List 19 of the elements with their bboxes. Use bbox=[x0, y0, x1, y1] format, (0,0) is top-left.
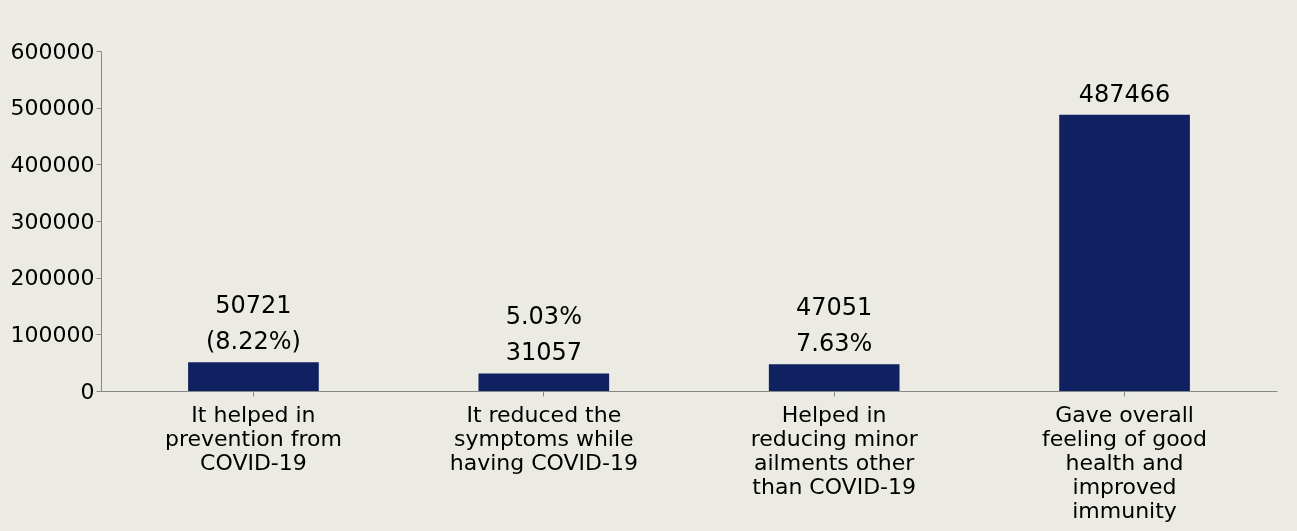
y-tick-label: 600000 bbox=[10, 38, 95, 64]
bar bbox=[478, 373, 610, 391]
y-tick-label: 100000 bbox=[10, 321, 95, 347]
y-tick-label: 0 bbox=[80, 378, 95, 404]
data-label: 487466 bbox=[1078, 79, 1171, 108]
x-tick-label: Helped in reducing minor ailments other than COVID-19 bbox=[750, 401, 919, 499]
y-tick-label: 500000 bbox=[10, 95, 95, 121]
bar bbox=[188, 362, 319, 391]
data-label: 50721 (8.22%) bbox=[205, 291, 301, 356]
data-label: 5.03% 31057 bbox=[505, 302, 582, 367]
y-tick-label: 200000 bbox=[10, 265, 95, 291]
y-tick-label: 400000 bbox=[10, 151, 95, 177]
x-tick-label: Gave overall feeling of good health and improved immunity bbox=[1042, 401, 1208, 523]
x-tick-label: It reduced the symptoms while having COVID-19 bbox=[449, 401, 638, 475]
data-label: 47051 7.63% bbox=[796, 293, 873, 358]
x-tick-label: It helped in prevention from COVID-19 bbox=[164, 401, 342, 475]
bar bbox=[768, 364, 900, 391]
bar bbox=[1059, 114, 1190, 391]
y-tick-label: 300000 bbox=[10, 208, 95, 234]
